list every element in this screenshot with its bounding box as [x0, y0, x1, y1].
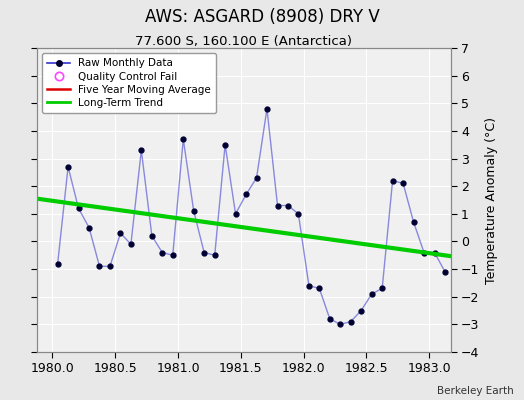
- Text: AWS: ASGARD (8908) DRY V: AWS: ASGARD (8908) DRY V: [145, 8, 379, 26]
- Legend: Raw Monthly Data, Quality Control Fail, Five Year Moving Average, Long-Term Tren: Raw Monthly Data, Quality Control Fail, …: [42, 53, 216, 113]
- Title: 77.600 S, 160.100 E (Antarctica): 77.600 S, 160.100 E (Antarctica): [135, 35, 352, 48]
- Y-axis label: Temperature Anomaly (°C): Temperature Anomaly (°C): [485, 116, 498, 284]
- Text: Berkeley Earth: Berkeley Earth: [437, 386, 514, 396]
